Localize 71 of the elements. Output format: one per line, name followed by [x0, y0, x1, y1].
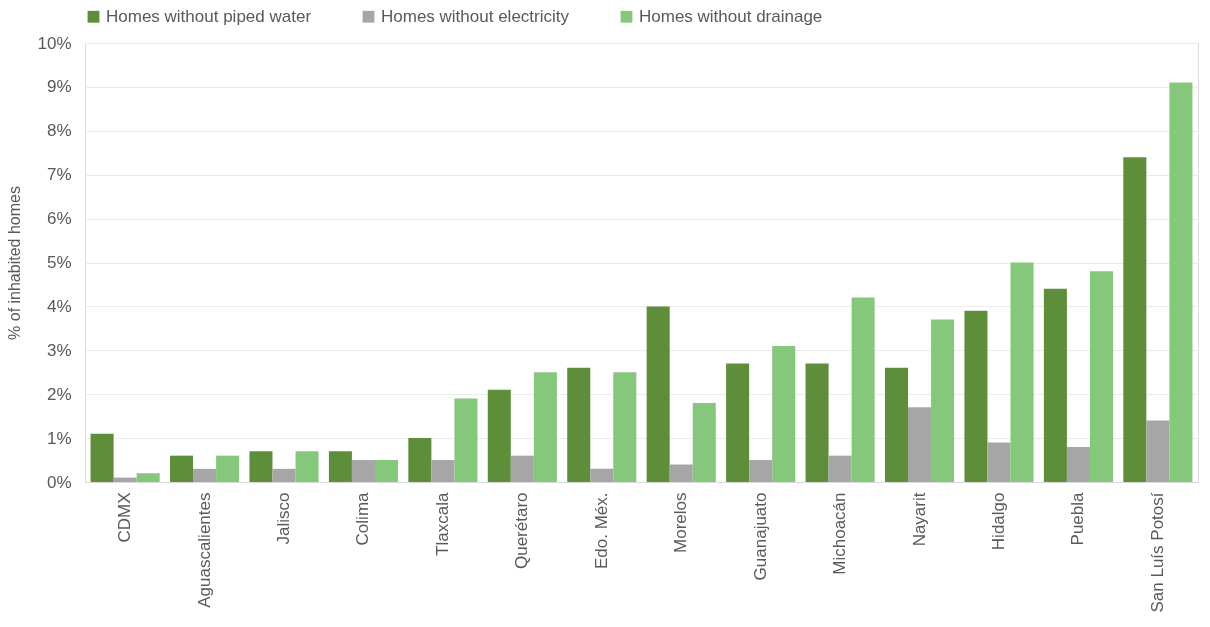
bar	[1010, 262, 1034, 482]
bar	[374, 460, 399, 482]
bar	[328, 451, 352, 482]
bar	[216, 455, 240, 482]
bar	[1066, 446, 1090, 482]
x-tick-label: Edo. Méx.	[591, 492, 611, 570]
bar	[908, 407, 932, 482]
y-tick-label: 6%	[46, 209, 72, 229]
x-tick-label: Michoacán	[830, 492, 850, 575]
bar	[408, 438, 432, 482]
x-tick-label: Querétaro	[512, 492, 532, 570]
y-axis-title: % of inhabited homes	[6, 186, 24, 340]
bar	[772, 345, 796, 482]
bar	[1146, 420, 1170, 482]
x-tick-label: Tlaxcala	[432, 491, 452, 556]
bar	[1043, 288, 1067, 482]
bar	[295, 451, 319, 482]
bar	[987, 442, 1011, 482]
y-tick-label: 5%	[46, 253, 72, 272]
bar	[931, 319, 955, 482]
bar	[851, 297, 875, 482]
bar	[884, 367, 909, 482]
y-tick-label: 1%	[46, 428, 72, 448]
bar	[351, 460, 375, 482]
bar	[454, 398, 478, 482]
bar	[170, 455, 194, 482]
y-tick-label: 3%	[46, 340, 72, 360]
legend-label: Homes without drainage	[639, 6, 823, 26]
y-tick-label: 2%	[46, 384, 72, 404]
x-tick-label: Morelos	[671, 492, 691, 553]
x-tick-label: CDMX	[115, 492, 135, 543]
x-tick-label: Guanajuato	[750, 492, 770, 581]
x-tick-label: Hidalgo	[988, 492, 1008, 551]
x-tick-label: Jalisco	[274, 492, 294, 545]
bar	[510, 455, 534, 482]
bar	[692, 402, 716, 482]
x-tick-label: Colima	[353, 491, 373, 546]
bar	[1169, 82, 1193, 482]
x-tick-label: Nayarit	[909, 492, 929, 547]
x-tick-label: Aguascalientes	[194, 492, 214, 608]
y-tick-label: 9%	[46, 77, 72, 97]
x-tick-label: Puebla	[1068, 491, 1088, 546]
bar	[646, 306, 670, 482]
bar	[590, 468, 614, 482]
bar	[726, 363, 750, 482]
bar	[567, 367, 591, 482]
bar	[613, 372, 637, 482]
y-tick-label: 0%	[46, 472, 72, 492]
bar	[272, 468, 296, 482]
bar	[1089, 271, 1113, 482]
bar	[136, 473, 160, 482]
bar	[828, 455, 852, 482]
y-tick-label: 4%	[46, 296, 72, 316]
bar	[533, 372, 557, 482]
legend-label: Homes without electricity	[381, 6, 570, 26]
y-tick-label: 8%	[46, 121, 72, 141]
bar	[90, 433, 114, 482]
bar	[113, 477, 137, 482]
y-tick-label: 7%	[46, 165, 72, 185]
bar	[193, 468, 217, 482]
y-tick-label: 10%	[37, 33, 72, 53]
bar	[964, 310, 988, 482]
bar	[1123, 157, 1147, 482]
bar	[805, 363, 829, 482]
bar	[249, 451, 273, 482]
x-tick-label: San Luís Potosí	[1147, 492, 1167, 613]
bar	[487, 389, 511, 482]
bar	[749, 460, 773, 482]
bar	[669, 464, 693, 482]
legend-label: Homes without piped water	[106, 6, 312, 26]
bar	[431, 460, 455, 482]
